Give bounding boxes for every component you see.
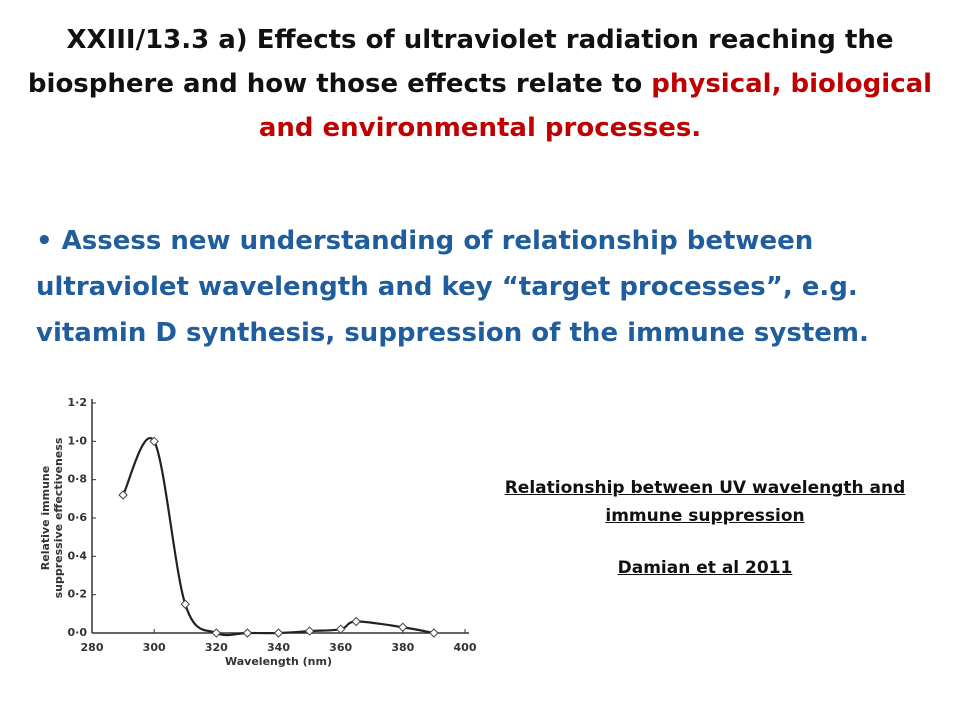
y-tick-label: 1·0 xyxy=(68,434,88,447)
y-tick-label: 0·6 xyxy=(68,511,88,524)
bullet: • Assess new understanding of relationsh… xyxy=(36,226,869,348)
y-axis-label: Relative immune xyxy=(39,466,52,570)
bullet-text: Assess new understanding of relationship… xyxy=(36,226,869,348)
y-tick-label: 0·2 xyxy=(68,588,88,601)
x-tick-label: 300 xyxy=(143,641,166,654)
x-tick-label: 280 xyxy=(81,641,104,654)
point xyxy=(242,628,253,638)
y-tick-label: 0·8 xyxy=(68,473,88,486)
point xyxy=(180,599,190,609)
x-tick-label: 360 xyxy=(329,641,352,654)
x-tick-label: 380 xyxy=(391,641,414,654)
point xyxy=(398,622,408,632)
point xyxy=(429,628,439,638)
x-tick-label: 340 xyxy=(267,641,290,654)
x-tick-label: 400 xyxy=(454,641,477,654)
slide-title: XXIII/13.3 a) Effects of ultraviolet rad… xyxy=(20,18,940,150)
caption-source: Damian et al 2011 xyxy=(617,558,793,578)
point xyxy=(211,628,222,638)
x-axis-label: Wavelength (nm) xyxy=(225,655,332,668)
x-tick-label: 320 xyxy=(205,641,228,654)
caption-title: Relationship between UV wavelength and i… xyxy=(504,478,906,526)
y-tick-label: 0·4 xyxy=(68,549,88,562)
y-axis-label: suppressive effectiveness xyxy=(52,437,65,598)
point xyxy=(351,616,361,627)
point xyxy=(118,490,128,500)
y-tick-label: 0·0 xyxy=(68,626,88,639)
point xyxy=(149,436,159,447)
title-highlight: physical, biological and environmental p… xyxy=(258,69,933,143)
line xyxy=(122,437,435,637)
y-tick-label: 1·2 xyxy=(68,396,88,409)
point xyxy=(304,626,315,636)
point xyxy=(335,624,346,634)
title-text: XXIII/13.3 a) Effects of ultraviolet rad… xyxy=(27,25,894,99)
point xyxy=(273,628,284,638)
